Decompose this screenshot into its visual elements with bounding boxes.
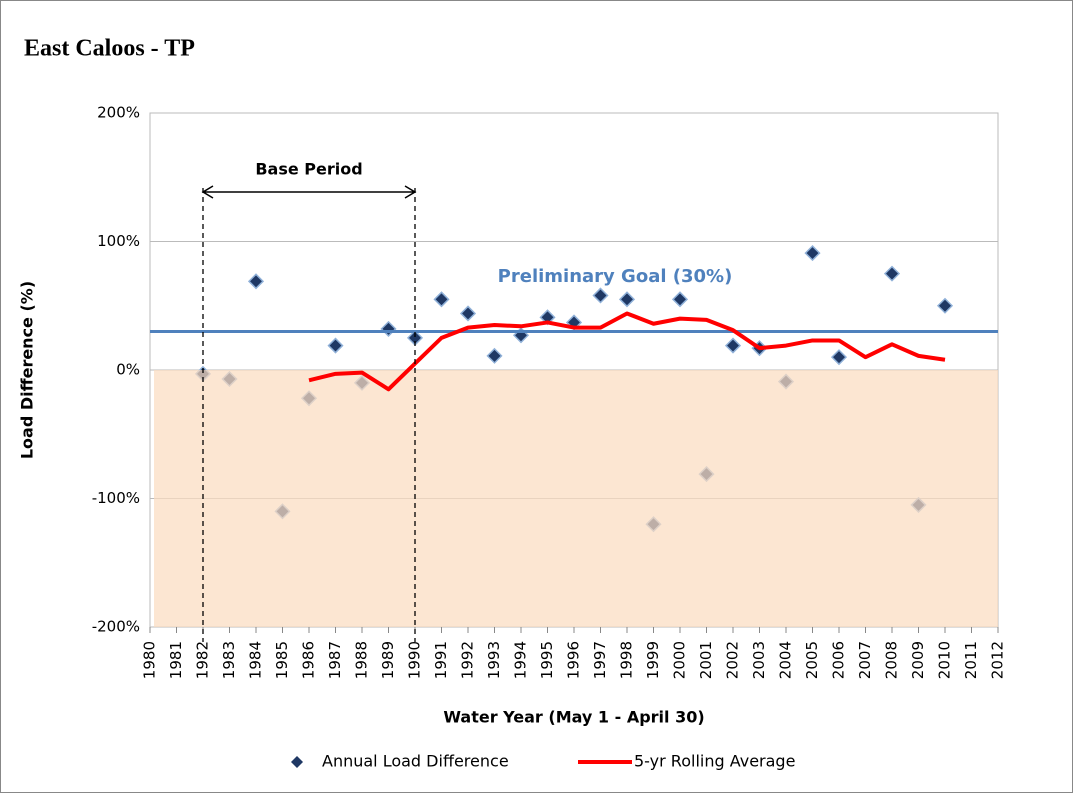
data-point	[486, 347, 503, 364]
y-tick-label: 0%	[116, 361, 140, 379]
x-tick-label: 1988	[353, 641, 371, 679]
shaded-region	[154, 370, 998, 627]
x-tick-label: 2011	[962, 641, 980, 679]
x-tick-label: 2010	[936, 641, 954, 679]
y-axis-label: Load Difference (%)	[18, 281, 37, 459]
x-tick-label: 1996	[565, 641, 583, 679]
annotation-label: Base Period	[255, 160, 362, 179]
x-tick-label: 1985	[273, 641, 291, 679]
data-point	[671, 291, 689, 308]
legend-marker	[291, 756, 303, 768]
x-tick-label: 1990	[406, 641, 424, 679]
y-tick-label: 100%	[97, 232, 140, 250]
data-point	[327, 337, 344, 354]
x-tick-label: 1994	[512, 641, 530, 679]
legend-label: 5-yr Rolling Average	[634, 752, 795, 771]
x-tick-label: 2001	[697, 641, 715, 679]
x-tick-label: 2006	[830, 641, 848, 679]
data-point	[804, 245, 821, 262]
x-tick-label: 1993	[485, 641, 503, 679]
x-tick-label: 1980	[141, 641, 159, 679]
x-tick-label: 1995	[538, 641, 556, 679]
x-tick-label: 1982	[194, 641, 212, 679]
x-tick-label: 2012	[989, 641, 1007, 679]
data-point	[936, 297, 954, 314]
x-tick-label: 1984	[247, 641, 265, 679]
x-tick-label: 1998	[618, 641, 636, 679]
x-tick-label: 1992	[459, 641, 477, 679]
x-tick-label: 1987	[326, 641, 344, 679]
x-tick-label: 2003	[750, 641, 768, 679]
data-point	[592, 287, 609, 304]
y-tick-label: 200%	[97, 104, 140, 122]
x-tick-label: 2004	[777, 641, 795, 679]
x-tick-label: 2009	[909, 641, 927, 679]
data-point	[618, 291, 636, 308]
x-tick-label: 2002	[724, 641, 742, 679]
x-tick-label: 2000	[671, 641, 689, 679]
x-tick-label: 1989	[379, 641, 397, 679]
goal-label: Preliminary Goal (30%)	[498, 266, 733, 287]
x-tick-label: 1981	[167, 641, 185, 679]
x-tick-label: 1986	[300, 641, 318, 679]
data-point	[883, 265, 901, 282]
data-point	[724, 337, 742, 354]
legend-label: Annual Load Difference	[322, 752, 509, 771]
data-point	[459, 305, 477, 322]
x-tick-label: 1991	[432, 641, 450, 679]
x-tick-label: 1983	[220, 641, 238, 679]
y-tick-label: -200%	[92, 618, 140, 636]
x-tick-label: 2007	[856, 641, 874, 679]
x-axis-label: Water Year (May 1 - April 30)	[443, 708, 704, 727]
data-point	[433, 291, 450, 308]
x-tick-label: 2008	[883, 641, 901, 679]
chart-title: East Caloos - TP	[24, 36, 195, 62]
y-tick-label: -100%	[92, 489, 140, 507]
data-point	[830, 349, 848, 366]
x-tick-label: 2005	[803, 641, 821, 679]
x-tick-label: 1999	[644, 641, 662, 679]
data-point	[247, 273, 265, 290]
x-tick-label: 1997	[591, 641, 609, 679]
base-arrow	[201, 185, 417, 199]
